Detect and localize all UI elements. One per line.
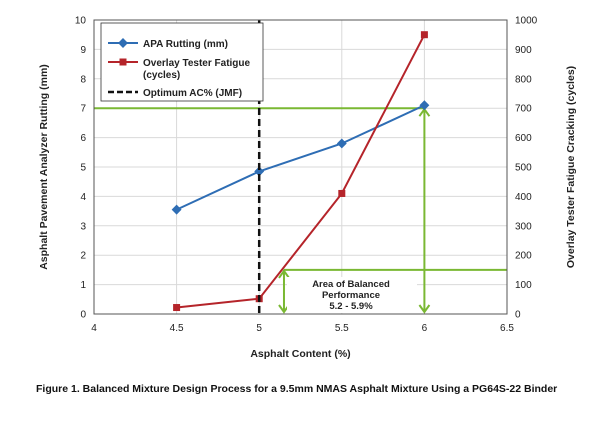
legend: APA Rutting (mm) Overlay Tester Fatigue … (100, 22, 264, 102)
legend-rutting-marker (118, 38, 128, 48)
y-left-tick-label: 4 (80, 192, 86, 203)
y-right-tick-label: 900 (515, 45, 532, 56)
y-right-tick-label: 400 (515, 192, 532, 203)
annotation-background (287, 277, 417, 313)
figure-caption: Figure 1. Balanced Mixture Design Proces… (36, 383, 558, 395)
y-right-tick-label: 200 (515, 251, 532, 262)
y-left-tick-label: 5 (80, 163, 86, 174)
y-left-tick-label: 8 (80, 74, 86, 85)
rutting-series-line (176, 104, 425, 211)
x-tick-label: 4 (91, 323, 97, 334)
data-series (171, 31, 430, 312)
fatigue-threshold-top-arrowhead (278, 269, 290, 279)
y-left-tick-label: 10 (75, 16, 87, 27)
x-tick-label: 4.5 (170, 323, 184, 334)
fatigue-point (420, 31, 428, 39)
legend-rutting-label: APA Rutting (mm) (143, 39, 228, 50)
y-left-tick-label: 1 (80, 280, 86, 291)
x-tick-label: 6.5 (500, 323, 514, 334)
y-left-tick-label: 3 (80, 221, 86, 232)
x-axis-title: Asphalt Content (%) (250, 348, 350, 360)
y-left-tick-label: 7 (80, 104, 86, 115)
fatigue-series-line (176, 34, 426, 309)
annotation-line-2: Performance (322, 290, 380, 301)
y-axis-left-title: Asphalt Pavement Analyzer Rutting (mm) (38, 64, 50, 270)
x-tick-label: 6 (422, 323, 428, 334)
y-right-tick-label: 0 (515, 310, 521, 321)
y-right-tick-label: 600 (515, 133, 532, 144)
y-right-tick-label: 500 (515, 163, 532, 174)
y-left-tick-label: 6 (80, 133, 86, 144)
fatigue-point (338, 189, 346, 197)
x-tick-label: 5.5 (335, 323, 349, 334)
y-left-tick-label: 9 (80, 45, 86, 56)
y-right-tick-label: 1000 (515, 16, 538, 27)
y-right-tick-label: 700 (515, 104, 532, 115)
rutting-point (171, 204, 182, 215)
annotation-line-3: 5.2 - 5.9% (329, 301, 373, 312)
chart: 4 4.5 5 5.5 6 6.50123456789100100200300400500… (38, 16, 577, 361)
y-right-tick-label: 800 (515, 74, 532, 85)
balanced-area-annotation: Area of Balanced Performance 5.2 - 5.9% (287, 277, 417, 313)
y-left-tick-label: 0 (80, 310, 86, 321)
rutting-threshold-arrowhead (418, 304, 431, 314)
y-right-tick-label: 300 (515, 221, 532, 232)
legend-fatigue-label-unit: (cycles) (143, 70, 180, 81)
legend-optimum-label: Optimum AC% (JMF) (143, 88, 242, 99)
plot-frame (93, 19, 508, 315)
rutting-point (254, 166, 265, 177)
tick-labels: 4 4.5 5 5.5 6 6.50123456789100100200300400500… (75, 16, 538, 335)
y-right-tick-label: 100 (515, 280, 532, 291)
rutting-point (336, 138, 347, 149)
y-left-tick-label: 2 (80, 251, 86, 262)
legend-fatigue-marker (119, 58, 127, 66)
y-axis-right-title: Overlay Tester Fatigue Cracking (cycles) (565, 66, 577, 268)
fatigue-point (173, 304, 181, 312)
legend-fatigue-label: Overlay Tester Fatigue (143, 58, 251, 69)
annotation-line-1: Area of Balanced (312, 279, 390, 290)
x-tick-label: 5 (256, 323, 262, 334)
